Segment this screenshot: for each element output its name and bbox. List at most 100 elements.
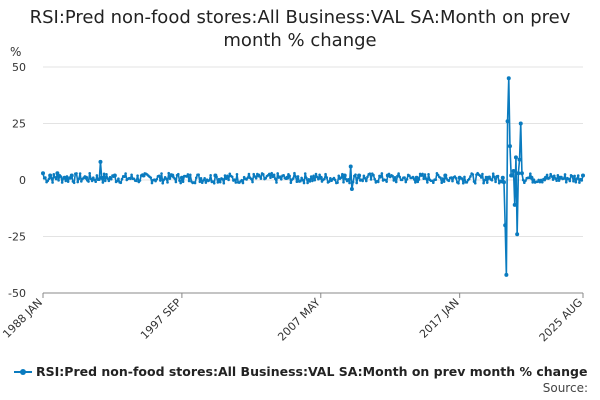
data-point[interactable] [529,175,534,180]
data-point[interactable] [512,202,517,207]
data-point [188,173,192,177]
data-point [532,178,536,181]
data-point [80,180,83,183]
data-point [362,174,366,178]
x-axis: 1988 JAN 1997 SEP 2007 MAY 2017 JAN 2025 AUG [0,292,586,345]
data-point [398,175,402,179]
data-point [531,181,535,184]
data-point [479,176,483,179]
data-point [580,179,584,182]
data-point[interactable] [505,119,510,124]
data-point[interactable] [500,175,505,180]
data-point [348,181,351,185]
data-point [570,174,574,178]
data-point [441,177,445,180]
data-point[interactable] [501,180,506,185]
data-point [46,179,50,183]
data-point [347,178,350,181]
data-point [194,176,198,180]
data-point [538,180,542,184]
data-point[interactable] [517,157,522,162]
data-point[interactable] [55,171,60,176]
data-point [101,181,105,184]
data-point[interactable] [543,175,548,180]
data-point [497,181,501,185]
data-point[interactable] [507,144,512,149]
data-point [555,179,558,183]
data-point [246,176,250,180]
data-point[interactable] [98,159,103,164]
data-point[interactable] [69,173,74,178]
data-point[interactable] [414,175,419,180]
data-point [296,175,300,178]
data-point[interactable] [504,272,509,277]
x-tick-label: 2007 MAY [275,296,323,344]
data-point[interactable] [511,168,516,173]
source-label: Source: [542,381,588,395]
data-point[interactable] [99,175,104,180]
data-point [259,177,263,180]
y-axis-unit-label: % [10,45,21,59]
data-point[interactable] [518,121,523,126]
legend[interactable]: RSI:Pred non-food stores:All Business:VA… [14,364,587,379]
data-point[interactable] [443,173,448,178]
data-point [551,178,555,181]
data-point [469,175,472,178]
data-point [539,178,543,182]
data-point[interactable] [503,223,508,228]
data-point[interactable] [179,175,184,180]
data-point [394,180,398,184]
data-point [115,179,119,183]
data-point [136,174,139,178]
data-point [313,178,317,182]
data-point[interactable] [515,232,520,237]
data-point [108,175,112,179]
data-point[interactable] [581,173,585,178]
data-point[interactable] [62,175,67,180]
data-point [233,178,236,181]
data-point[interactable] [41,171,45,176]
data-point [193,181,197,185]
data-point[interactable] [516,171,521,176]
data-point [488,175,491,179]
data-point [252,172,256,176]
data-point[interactable] [48,173,53,178]
data-point [454,176,458,180]
data-point[interactable] [348,164,353,169]
data-point [554,177,557,180]
data-point[interactable] [112,173,117,178]
data-point[interactable] [506,76,511,81]
data-point[interactable] [84,175,89,180]
data-point [97,178,101,182]
data-point [87,180,90,183]
data-point[interactable] [342,173,347,178]
data-point[interactable] [349,187,354,192]
data-point [52,173,56,176]
data-point [135,179,138,183]
data-point [373,177,376,181]
data-point [339,176,343,179]
data-point[interactable] [357,173,362,178]
data-point[interactable] [285,175,290,180]
data-point [421,172,424,176]
data-point[interactable] [519,171,524,176]
x-tick-label: 2017 JAN [417,296,462,341]
data-point[interactable] [318,175,323,180]
data-point [430,179,434,183]
data-point [568,179,572,183]
data-point [129,177,132,181]
x-tick-label: 2025 AUG [537,296,586,345]
data-point [106,177,109,180]
data-point[interactable] [510,173,515,178]
legend-label: RSI:Pred non-food stores:All Business:VA… [36,364,588,379]
data-point [311,179,314,183]
data-point [218,180,222,184]
data-point[interactable] [513,155,518,160]
data-point [369,178,373,181]
data-point [294,175,297,178]
data-point [327,180,331,183]
data-point [91,176,95,180]
data-point [449,176,453,179]
data-point [275,181,278,184]
